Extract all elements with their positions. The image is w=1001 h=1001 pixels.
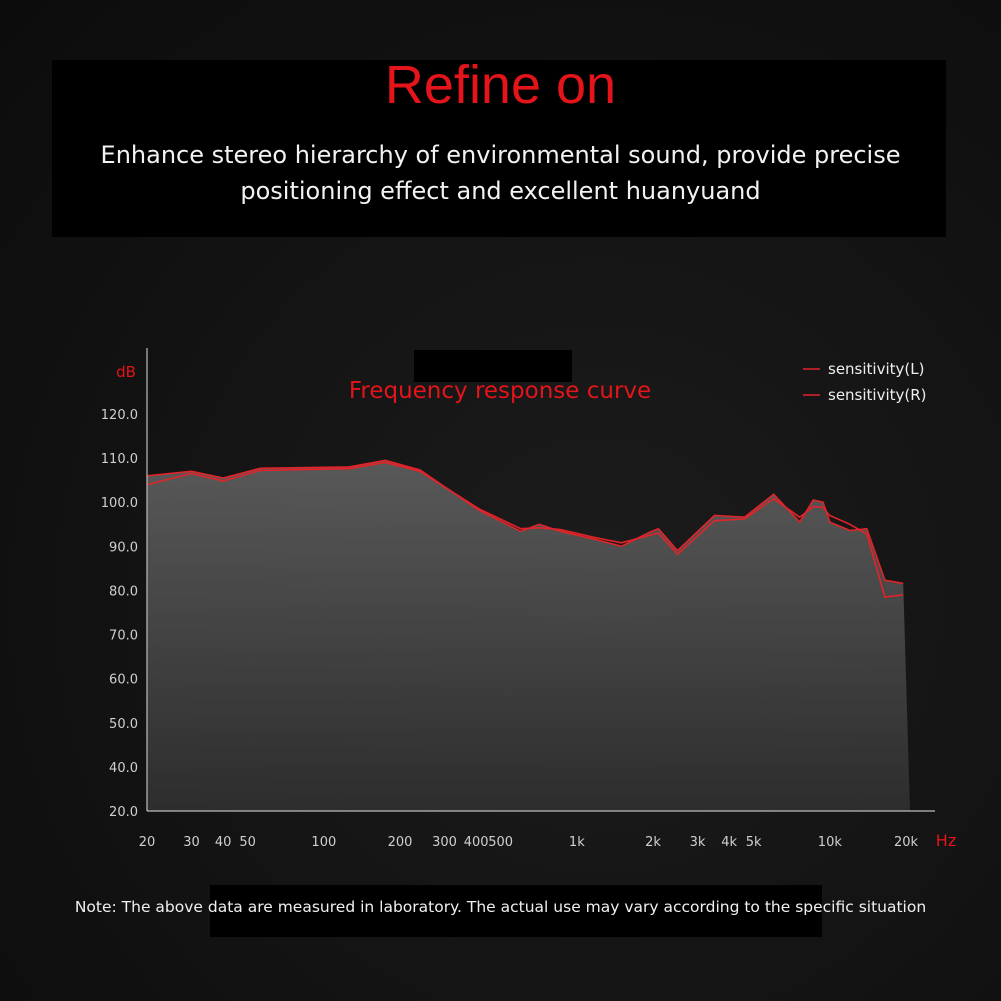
y-tick-label: 120.0: [101, 408, 138, 423]
x-tick-label: 500: [488, 835, 513, 850]
y-tick-label: 90.0: [109, 540, 138, 555]
x-tick-label: 200: [388, 835, 413, 850]
x-tick-label: 100: [311, 835, 336, 850]
response-area-fill: [147, 460, 910, 811]
legend-label: sensitivity(L): [828, 360, 924, 378]
y-tick-label: 80.0: [109, 584, 138, 599]
x-tick-label: 50: [239, 835, 256, 850]
x-tick-label: 3k: [690, 835, 706, 850]
y-tick-label: 70.0: [109, 629, 138, 644]
series-line-left: [146, 459, 904, 585]
note-backdrop: [210, 885, 822, 937]
y-axis-unit: dB: [116, 363, 136, 381]
x-tick-label: 10k: [818, 835, 843, 850]
x-tick-label: 20k: [894, 835, 919, 850]
x-tick-label: 400: [464, 835, 489, 850]
y-tick-label: 50.0: [109, 717, 138, 732]
title-backdrop: [414, 350, 572, 382]
x-tick-label: 300: [432, 835, 457, 850]
x-tick-label: 20: [139, 835, 156, 850]
series-line-right: [146, 461, 904, 598]
chart-title: Frequency response curve: [349, 378, 651, 404]
y-tick-label: 40.0: [109, 761, 138, 776]
x-tick-label: 1k: [569, 835, 585, 850]
x-tick-label: 30: [183, 835, 200, 850]
x-tick-label: 5k: [746, 835, 762, 850]
footnote: Note: The above data are measured in lab…: [74, 898, 927, 916]
y-tick-label: 100.0: [101, 496, 138, 511]
page-title: Refine on: [384, 55, 617, 115]
x-axis-unit: Hz: [936, 831, 956, 850]
y-tick-label: 20.0: [109, 805, 138, 820]
x-tick-label: 4k: [721, 835, 737, 850]
page-subtitle: Enhance stereo hierarchy of environmenta…: [60, 137, 941, 209]
x-tick-label: 40: [215, 835, 232, 850]
y-tick-label: 110.0: [101, 452, 138, 467]
subtitle-line-1: Enhance stereo hierarchy of environmenta…: [100, 141, 901, 169]
y-tick-label: 60.0: [109, 673, 138, 688]
header-banner: [52, 60, 946, 237]
x-tick-label: 2k: [645, 835, 661, 850]
subtitle-line-2: positioning effect and excellent huanyua…: [240, 177, 761, 205]
legend-label: sensitivity(R): [828, 386, 927, 404]
